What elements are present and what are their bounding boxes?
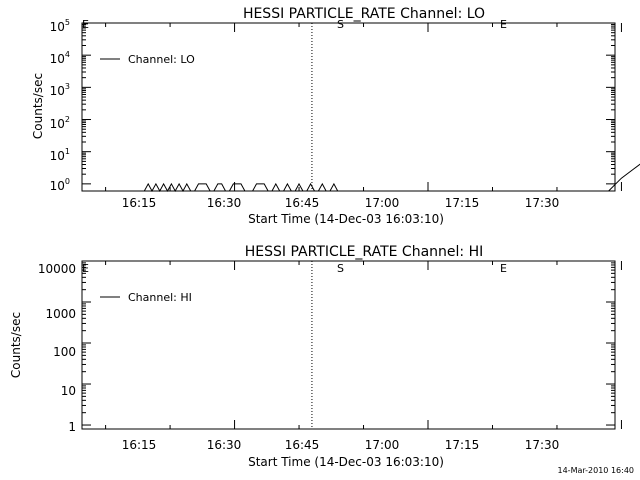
y-tick-label: 10000 — [38, 262, 76, 276]
plot-frame — [81, 260, 616, 430]
y-tick-label: 1 — [68, 420, 76, 434]
y-axis-label: Counts/sec — [31, 73, 45, 139]
chart-title: HESSI PARTICLE_RATE Channel: HI — [245, 244, 483, 260]
x-axis-label: Start Time (14-Dec-03 16:03:10) — [248, 455, 444, 469]
x-tick-label: 17:30 — [525, 196, 560, 210]
y-axis-label: Counts/sec — [9, 312, 23, 378]
y-tick-label: 104 — [50, 50, 70, 66]
series-line — [143, 182, 339, 193]
legend-label: Channel: HI — [128, 291, 192, 304]
x-tick-label: 16:45 — [285, 196, 320, 210]
marker-label: S — [337, 262, 344, 275]
x-tick-label: 16:45 — [285, 438, 320, 452]
x-tick-label: 16:15 — [122, 438, 157, 452]
x-tick-label: 17:30 — [525, 438, 560, 452]
x-tick-label: 16:30 — [207, 438, 242, 452]
plot-frame — [81, 22, 616, 192]
chart-title: HESSI PARTICLE_RATE Channel: LO — [243, 6, 485, 22]
timestamp-footer: 14-Mar-2010 16:40 — [557, 466, 635, 475]
y-tick-label: 1000 — [45, 307, 76, 321]
chart-top: HESSI PARTICLE_RATE Channel: LO Counts/s… — [31, 6, 640, 226]
x-tick-label: 17:00 — [365, 438, 400, 452]
marker-lines — [311, 261, 313, 429]
x-tick-label: 17:15 — [445, 196, 480, 210]
marker-label: E — [82, 262, 89, 275]
y-tick-label: 105 — [50, 18, 70, 34]
axis-ticks — [82, 260, 622, 429]
x-tick-label: 17:15 — [445, 438, 480, 452]
marker-label: E — [500, 262, 507, 275]
series-group — [143, 163, 640, 193]
x-tick-label: 16:15 — [122, 196, 157, 210]
marker-label: S — [337, 18, 344, 31]
chart-bottom: HESSI PARTICLE_RATE Channel: HI Counts/s… — [9, 244, 622, 469]
marker-lines — [311, 23, 313, 191]
legend-label: Channel: LO — [128, 53, 195, 66]
y-tick-label: 103 — [50, 82, 70, 98]
y-tick-label: 100 — [50, 177, 70, 193]
y-tick-label: 10 — [61, 384, 76, 398]
y-tick-label: 102 — [50, 115, 70, 131]
x-tick-label: 17:00 — [365, 196, 400, 210]
y-tick-label: 101 — [50, 147, 70, 163]
axis-ticks — [82, 22, 622, 191]
y-tick-label: 100 — [53, 345, 76, 359]
x-axis-label: Start Time (14-Dec-03 16:03:10) — [248, 212, 444, 226]
x-tick-label: 16:30 — [207, 196, 242, 210]
marker-label: E — [500, 18, 507, 31]
